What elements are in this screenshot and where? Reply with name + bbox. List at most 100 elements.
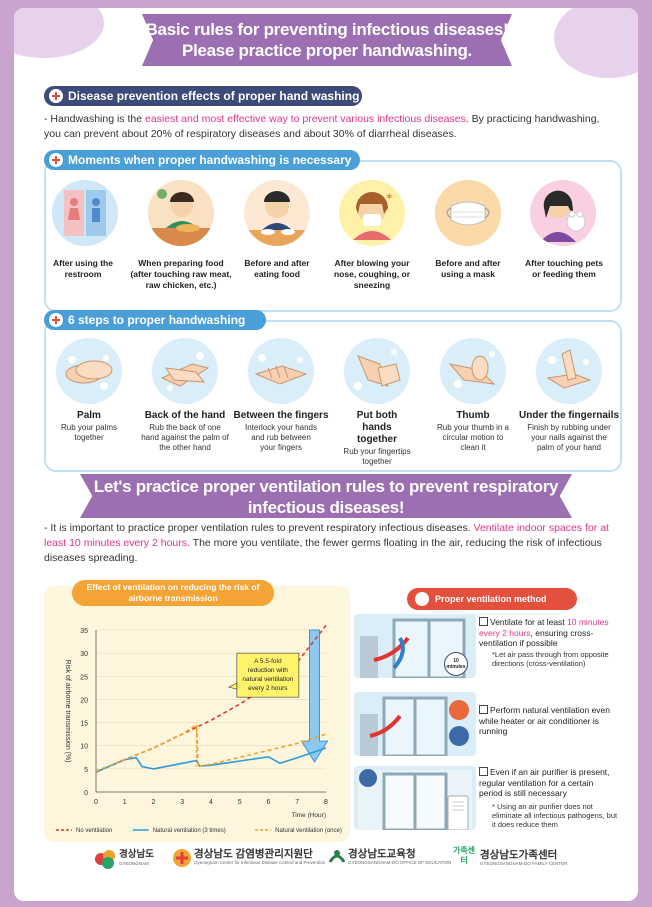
moments-box	[44, 160, 622, 312]
legend-label-1: Natural ventilation (3 times)	[153, 828, 226, 834]
logo-gncdc-en: Gyeongnam Center for Infectious Disease …	[194, 860, 326, 865]
pet-icon	[530, 180, 596, 246]
method-1: Ventilate for at least 10 minutes every …	[479, 616, 629, 668]
logo-gncdc: 경상남도 감염병관리지원단 Gyeongnam Center for Infect…	[172, 846, 325, 872]
step-back-of-hand: Back of the hand Rub the back of one hand…	[135, 410, 235, 453]
plus-icon	[49, 89, 63, 103]
chart-title-text: Effect of ventilation on reducing the ri…	[86, 582, 260, 603]
x-tick-label: 6	[267, 799, 271, 806]
x-tick-label: 1	[123, 799, 127, 806]
section3-title-text: 6 steps to proper handwashing	[68, 313, 246, 327]
plus-icon	[415, 592, 429, 606]
step-title: Palm	[77, 410, 101, 421]
gyeongnam-logo-icon	[95, 850, 115, 869]
fingernails-step-icon	[536, 338, 602, 404]
checkbox-icon	[479, 767, 488, 776]
logo-family-center: 가족센터 경상남도가족센터 GYEONGSANGNAM-DO FAMILY CEN…	[452, 846, 567, 872]
step-desc: Rub the back of one hand against the pal…	[141, 423, 229, 452]
method-1-pre: Ventilate for at least	[490, 617, 568, 627]
x-tick-label: 3	[180, 799, 184, 806]
ventilation-header-line2: infectious diseases!	[247, 498, 405, 517]
step-palm: Palm Rub your palms together	[39, 410, 139, 443]
annotation-pointer	[228, 682, 238, 690]
y-tick-label: 5	[84, 767, 88, 774]
sneezing-icon: ✶	[339, 180, 405, 246]
svg-text:✶: ✶	[385, 192, 393, 203]
method-1-note: *Let air pass through from opposite dire…	[492, 649, 609, 668]
ventilation-header-line1: Let's practice proper ventilation rules …	[93, 477, 559, 496]
method-2: Perform natural ventilation even while h…	[479, 704, 619, 737]
section2-title-text: Moments when proper handwashing is neces…	[68, 153, 352, 167]
step-desc: Rub your palms together	[60, 423, 118, 442]
cooking-icon	[148, 180, 214, 246]
y-tick-label: 10	[80, 744, 88, 751]
step-desc: Finish by rubbing under your nails again…	[527, 423, 611, 452]
series-line-0	[95, 624, 327, 772]
logo-gyeongnam: 경상남도 GYEONGNAM	[94, 846, 154, 872]
ten-minutes-badge-text: 10 minutes	[446, 658, 466, 670]
method-3-note: * Using an air purifier does not elimina…	[492, 801, 618, 829]
section3-title: 6 steps to proper handwashing	[44, 310, 266, 330]
series-line-2	[95, 723, 327, 772]
legend-label-0: No ventilation	[76, 828, 112, 834]
thumb-step-icon	[440, 338, 506, 404]
section1-text-highlight: easiest and most effective way to preven…	[144, 113, 466, 125]
legend-label-2: Natural ventilation (once)	[275, 828, 342, 834]
background-decoration	[14, 8, 104, 58]
section1-title-text: Disease prevention effects of proper han…	[68, 89, 360, 103]
section1-text-post: . By practicing handwashing, you can pre…	[44, 113, 600, 140]
ventilation-text-highlight: Ventilate indoor spaces for at least 10 …	[44, 522, 609, 549]
step-title: Back of the hand	[144, 410, 226, 421]
method-1-highlight: 10 minutes every 2 hours	[479, 617, 609, 638]
step-title: Between the fingers	[233, 410, 329, 421]
section1-text: - Handwashing is the easiest and most ef…	[44, 112, 614, 142]
moment-caption-mask: Before and after using a mask	[435, 258, 501, 279]
x-tick-label: 7	[295, 799, 299, 806]
step-title: Thumb	[456, 410, 490, 421]
restroom-icon	[52, 180, 118, 246]
section2-title: Moments when proper handwashing is neces…	[44, 150, 360, 170]
moment-caption-cooking: When preparing food (after touching raw …	[130, 258, 232, 290]
annotation-box	[236, 652, 300, 698]
chart-title: Effect of ventilation on reducing the ri…	[72, 580, 274, 606]
step-title: Under the fingernails	[518, 410, 619, 421]
y-tick-label: 35	[80, 628, 88, 635]
logo-education-office: 경상남도교육청 GYEONGSANGNAM-DO OFFICE OF EDUCAT…	[328, 846, 451, 872]
background-decoration	[554, 8, 638, 78]
logo-education-ko: 경상남도교육청	[348, 848, 416, 860]
x-tick-label: 4	[209, 799, 213, 806]
between-fingers-step-icon	[248, 338, 314, 404]
step-desc: Rub your fingertips together	[343, 447, 411, 466]
both-hands-step-icon	[344, 338, 410, 404]
plus-icon	[49, 313, 63, 327]
eating-icon	[244, 180, 310, 246]
x-tick-label: 5	[238, 799, 242, 806]
y-tick-label: 15	[80, 721, 88, 728]
step-fingernails: Under the fingernails Finish by rubbing u…	[515, 410, 623, 453]
logo-gyeongnam-en: GYEONGNAM	[119, 861, 149, 866]
ventilation-method-title-text: Proper ventilation method	[435, 594, 547, 604]
series-line-1	[95, 747, 327, 773]
chart-panel	[44, 586, 350, 842]
method-2-text: Perform natural ventilation even while h…	[479, 705, 611, 736]
main-header-line2: Please practice proper handwashing.	[182, 41, 472, 60]
plus-icon	[49, 153, 63, 167]
step-desc: Interlock your hands and rub between you…	[244, 423, 318, 452]
method-3-text: Even if an air purifier is present, regu…	[479, 767, 610, 798]
method-1-post: , ensuring cross-ventilation if possible	[479, 627, 594, 649]
annotation-text-line: natural ventilation	[242, 676, 293, 683]
ventilation-chart: 0 5 10 15 20 25 30 35 0 1 2 3 4 5 6 7 8 Time (Hour) Risk o…	[56, 624, 342, 834]
main-header-line1: Basic rules for preventing infectious di…	[145, 20, 509, 39]
x-axis-label: Time (Hour)	[292, 812, 326, 819]
x-tick-label: 2	[152, 799, 156, 806]
moment-caption-restroom: After using the restroom	[53, 258, 113, 279]
moment-caption-pet: After touching pets or feeding them	[525, 258, 603, 279]
ventilation-text-pre: - It is important to practice proper ven…	[44, 522, 474, 534]
step-both-hands: Put both hands together Rub your fingerti…	[327, 410, 427, 467]
mask-icon	[435, 180, 501, 246]
ventilation-text-post: The more you ventilate, the fewer germs …	[44, 537, 602, 564]
y-tick-label: 20	[80, 697, 88, 704]
window-illustration-2	[354, 692, 476, 756]
x-tick-label: 8	[324, 799, 328, 806]
logo-education-en: GYEONGSANGNAM-DO OFFICE OF EDUCATION	[348, 860, 452, 865]
